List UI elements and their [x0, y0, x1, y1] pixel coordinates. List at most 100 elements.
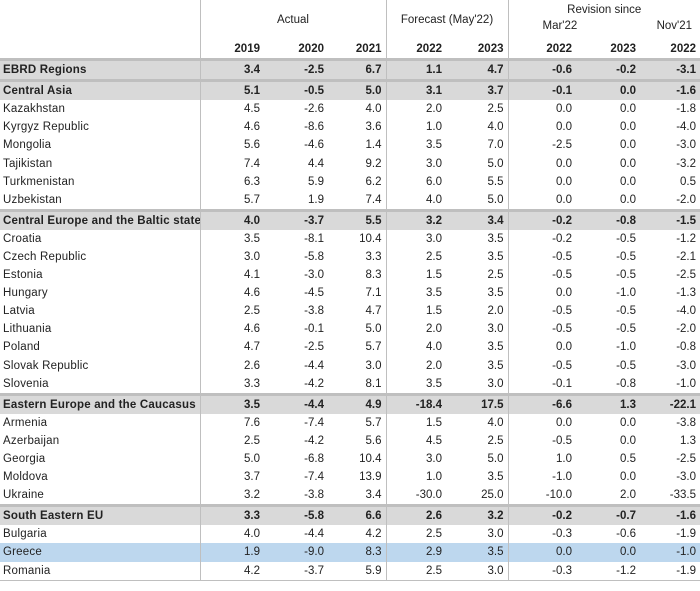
country-row: Czech Republic 3.0 -5.8 3.3 2.5 3.5 -0.5 -0.5 -2… [0, 247, 700, 267]
country-name: Croatia [3, 232, 42, 245]
value-cell: 3.5 [199, 392, 264, 414]
value-cell: 4.5 [385, 431, 446, 450]
value-cell: 2.0 [487, 305, 504, 318]
value-cell: 2.5 [487, 103, 504, 116]
value-cell: -2.6 [304, 103, 324, 116]
value-cell: 0.0 [507, 543, 576, 562]
value-cell: 5.0 [328, 79, 386, 101]
value-cell: 4.5 [199, 100, 264, 119]
value-cell: 3.0 [385, 449, 446, 469]
value-cell: 4.1 [199, 266, 264, 285]
table-body: EBRD Regions 3.4 -2.5 6.7 1.1 4.7 -0.6 -0.2 -3.1… [0, 57, 700, 581]
value-cell: -5.8 [304, 250, 324, 263]
value-cell: 0.5 [620, 453, 636, 466]
value-cell: 0.0 [620, 471, 636, 484]
value-cell: 0.0 [507, 100, 576, 119]
value-cell: 3.3 [365, 250, 382, 263]
value-cell: -4.0 [676, 121, 697, 134]
value-cell: 1.3 [576, 392, 640, 414]
value-cell: 3.5 [385, 136, 446, 155]
region-row: South Eastern EU 3.3 -5.8 6.6 2.6 3.2 -0.2 -0.7… [0, 504, 700, 526]
value-cell: 5.5 [487, 175, 504, 188]
value-cell: 5.0 [487, 453, 504, 466]
header-revision: Revision since Mar'22 Nov'21 [507, 0, 700, 40]
value-cell: -1.9 [640, 561, 700, 581]
value-cell: -3.7 [264, 208, 328, 230]
value-cell: 2.0 [385, 320, 446, 339]
value-cell: -10.0 [507, 486, 576, 506]
value-cell: 3.2 [446, 504, 508, 526]
value-cell: -4.4 [304, 359, 324, 372]
country-row: Uzbekistan 5.7 1.9 7.4 4.0 5.0 0.0 0.0 -2.0 [0, 190, 700, 211]
value-cell: -4.6 [304, 139, 324, 152]
country-name: Kyrgyz Republic [3, 121, 90, 134]
country-name: Georgia [3, 453, 46, 466]
value-cell: -0.5 [616, 269, 636, 282]
value-cell: 6.2 [365, 175, 382, 188]
value-cell: 6.7 [328, 57, 386, 81]
value-cell: 6.3 [199, 172, 264, 191]
country-row: Latvia 2.5 -3.8 4.7 1.5 2.0 -0.5 -0.5 -4.0 [0, 302, 700, 321]
year-header: 2021 [328, 40, 386, 61]
country-row: Hungary 4.6 -4.5 7.1 3.5 3.5 0.0 -1.0 -1.3 [0, 284, 700, 303]
country-row: Armenia 7.6 -7.4 5.7 1.5 4.0 0.0 0.0 -3.8 [0, 413, 700, 432]
country-row: Tajikistan 7.4 4.4 9.2 3.0 5.0 0.0 0.0 -3.2 [0, 154, 700, 173]
value-cell: -9.0 [264, 543, 328, 562]
value-cell: 3.4 [199, 57, 264, 81]
value-cell: 0.0 [507, 118, 576, 137]
value-cell: 7.1 [365, 287, 382, 300]
value-cell: -0.3 [507, 525, 576, 544]
value-cell: 10.4 [359, 232, 382, 245]
value-cell: 0.0 [576, 79, 640, 101]
value-cell: -0.2 [507, 504, 576, 526]
value-cell: -0.5 [264, 79, 328, 101]
year-header: 2020 [264, 40, 328, 61]
header-row-groups: Actual Forecast (May'22) Revision since … [0, 0, 700, 40]
header-actual: Actual [199, 0, 386, 40]
value-cell: -8.1 [304, 232, 324, 245]
header-forecast: Forecast (May'22) [385, 0, 508, 40]
value-cell: -4.2 [304, 377, 324, 390]
country-name: Kazakhstan [3, 103, 66, 116]
value-cell: 3.0 [487, 323, 504, 336]
value-cell: 0.0 [507, 190, 576, 211]
value-cell: 4.4 [308, 157, 324, 170]
value-cell: 8.3 [365, 269, 382, 282]
value-cell: 2.0 [620, 489, 636, 502]
value-cell: -1.0 [640, 543, 700, 562]
value-cell: 4.0 [365, 103, 382, 116]
value-cell: -2.5 [507, 136, 576, 155]
value-cell: -3.7 [264, 561, 328, 581]
value-cell: 4.0 [487, 121, 504, 134]
value-cell: 0.0 [620, 193, 636, 206]
value-cell: 3.4 [365, 489, 382, 502]
value-cell: 3.5 [487, 359, 504, 372]
value-cell: 1.9 [308, 193, 324, 206]
value-cell: -1.3 [676, 287, 697, 300]
value-cell: 25.0 [481, 489, 504, 502]
value-cell: -1.0 [616, 287, 636, 300]
value-cell: 3.0 [446, 561, 508, 581]
value-cell: 3.7 [199, 468, 264, 487]
value-cell: 3.0 [365, 359, 382, 372]
country-name: Slovenia [3, 377, 49, 390]
value-cell: -1.9 [676, 528, 697, 541]
value-cell: -1.0 [507, 468, 576, 487]
value-cell: 2.6 [385, 504, 446, 526]
value-cell: 6.0 [385, 172, 446, 191]
value-cell: 5.6 [365, 434, 382, 447]
value-cell: 3.5 [487, 341, 504, 354]
value-cell: 1.0 [507, 449, 576, 469]
country-name: Romania [0, 561, 200, 581]
value-cell: 3.6 [365, 121, 382, 134]
value-cell: 2.6 [199, 356, 264, 375]
value-cell: -2.5 [676, 269, 697, 282]
country-name: Tajikistan [3, 157, 53, 170]
value-cell: -3.0 [676, 139, 697, 152]
year-header: 2019 [199, 40, 264, 61]
value-cell: 5.7 [365, 341, 382, 354]
country-name: Estonia [3, 269, 43, 282]
value-cell: 0.0 [620, 121, 636, 134]
value-cell: 1.4 [365, 139, 382, 152]
value-cell: -0.5 [507, 320, 576, 339]
